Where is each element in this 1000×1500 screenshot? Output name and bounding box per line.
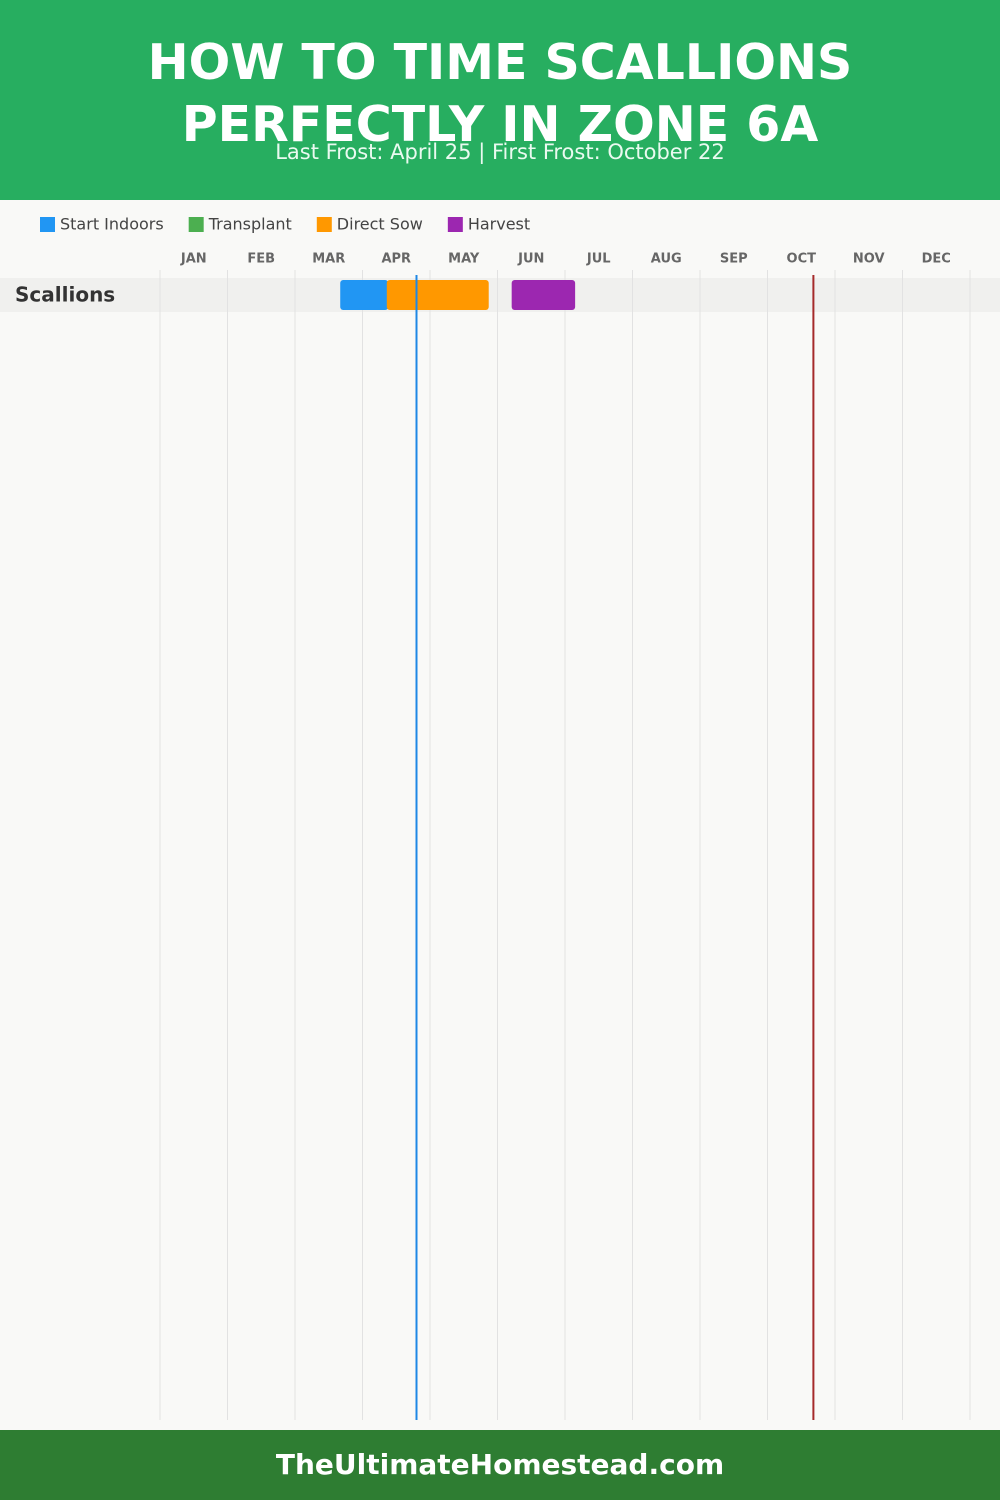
legend-swatch [447,217,463,232]
legend-label: Harvest [468,215,530,234]
month-label: JUL [586,252,611,267]
legend-swatch [316,217,332,232]
header: HOW TO TIME SCALLIONS PERFECTLY IN ZONE … [0,0,1000,200]
legend-label: Start Indoors [60,215,164,234]
month-label: FEB [247,252,275,267]
month-label: DEC [922,252,951,267]
month-label: JAN [180,252,207,267]
bar [340,280,389,310]
month-label: MAY [448,252,480,267]
month-label: MAR [312,252,345,267]
chart: Start Indoors Transplant Direct Sow Harvest… [0,215,1000,1420]
month-label: APR [381,252,411,267]
legend-swatch [188,217,204,232]
chart-subtitle: Last Frost: April 25 | First Frost: Octo… [275,140,725,164]
month-label: JUN [517,252,544,267]
bar [511,280,576,310]
month-label: NOV [853,252,885,267]
chart-title: HOW TO TIME SCALLIONS PERFECTLY IN ZONE … [147,34,853,153]
legend-label: Transplant [208,215,292,234]
footer: TheUltimateHomestead.com [0,1430,1000,1500]
legend-swatch [40,217,55,232]
month-label: SEP [720,252,748,267]
month-label: OCT [787,252,817,267]
row-band [0,278,1000,312]
bar [386,280,489,310]
row-label: Scallions [15,283,115,307]
month-label: AUG [651,252,682,267]
legend-label: Direct Sow [337,215,423,234]
